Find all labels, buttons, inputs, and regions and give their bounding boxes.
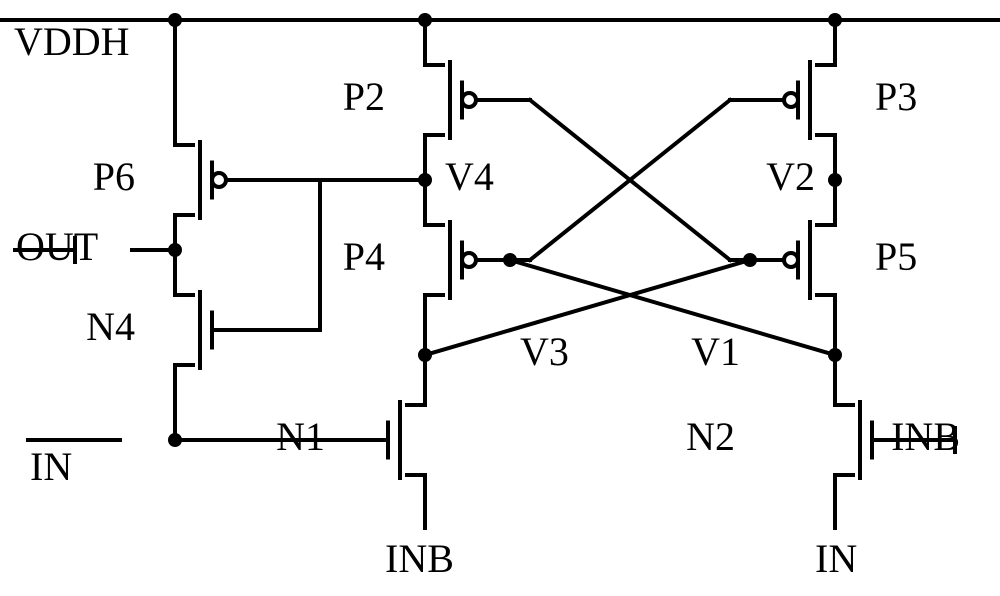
transistors: P6 N4 P2 P4 N1 P3 P5 N2 — [86, 62, 917, 478]
svg-text:P3: P3 — [875, 74, 917, 119]
svg-text:V2: V2 — [766, 154, 815, 199]
svg-text:N4: N4 — [86, 304, 135, 349]
svg-text:V3: V3 — [520, 329, 569, 374]
transistor-p6: P6 — [93, 142, 251, 218]
transistor-p5: P5 — [759, 222, 917, 298]
svg-text:P5: P5 — [875, 234, 917, 279]
transistor-p2: P2 — [343, 62, 501, 138]
svg-text:OUT: OUT — [16, 224, 98, 269]
transistor-n2: N2 — [686, 402, 897, 478]
transistor-p3: P3 — [759, 62, 917, 138]
svg-text:P2: P2 — [343, 74, 385, 119]
svg-text:INB: INB — [385, 536, 454, 581]
wires — [0, 20, 1000, 528]
transistor-n4: N4 — [86, 292, 237, 368]
svg-text:V1: V1 — [691, 329, 740, 374]
svg-text:V4: V4 — [445, 154, 494, 199]
svg-text:N1: N1 — [276, 414, 325, 459]
svg-text:N2: N2 — [686, 414, 735, 459]
net-labels: VDDH OUT IN INB IN INB V4 V3 V2 V1 — [14, 19, 960, 581]
svg-text:VDDH: VDDH — [14, 19, 130, 64]
svg-text:INB: INB — [891, 414, 960, 459]
transistor-p4: P4 — [343, 222, 501, 298]
junction-dots — [168, 13, 842, 447]
svg-text:IN: IN — [815, 536, 857, 581]
svg-text:P6: P6 — [93, 154, 135, 199]
svg-text:IN: IN — [30, 444, 72, 489]
svg-text:P4: P4 — [343, 234, 385, 279]
